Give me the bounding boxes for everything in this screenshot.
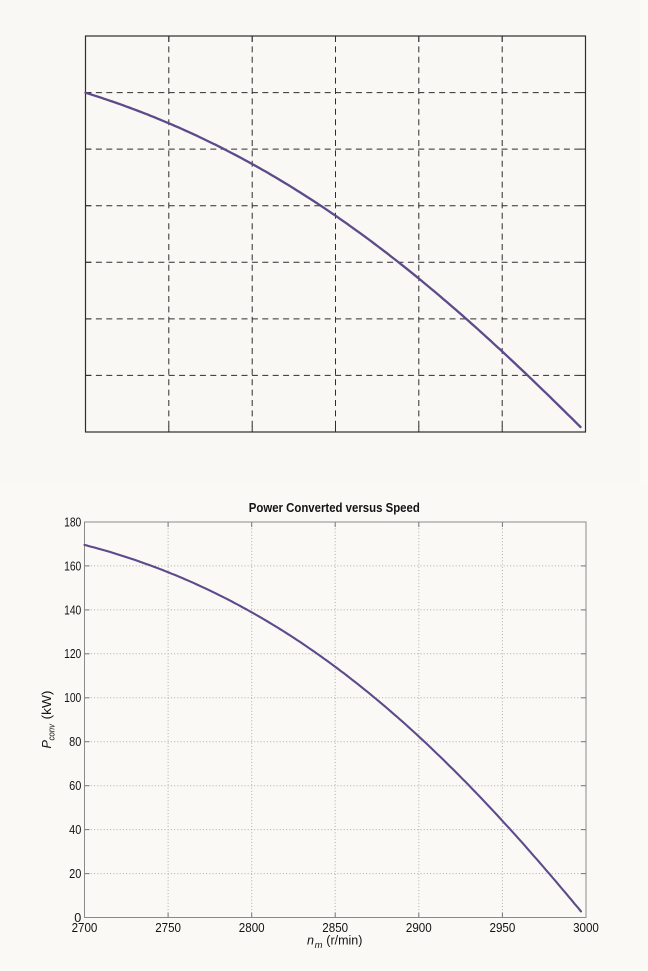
svg-text:180: 180 xyxy=(64,515,81,529)
svg-text:2850: 2850 xyxy=(322,921,348,935)
svg-text:(kW): (kW) xyxy=(40,691,54,720)
svg-text:P: P xyxy=(40,740,54,749)
svg-text:(r/min): (r/min) xyxy=(326,933,362,947)
svg-text:2750: 2750 xyxy=(155,921,181,935)
svg-text:2900: 2900 xyxy=(406,921,432,935)
svg-text:2700: 2700 xyxy=(72,921,98,935)
svg-text:m: m xyxy=(315,940,323,951)
svg-text:20: 20 xyxy=(69,867,81,881)
svg-text:120: 120 xyxy=(64,647,81,661)
svg-text:0: 0 xyxy=(74,911,81,925)
svg-text:n: n xyxy=(307,933,314,947)
svg-text:40: 40 xyxy=(69,823,81,837)
svg-text:160: 160 xyxy=(64,559,81,573)
svg-text:80: 80 xyxy=(69,735,81,749)
svg-text:100: 100 xyxy=(64,691,81,705)
svg-text:2950: 2950 xyxy=(490,921,516,935)
svg-text:Power Converted versus Speed: Power Converted versus Speed xyxy=(249,501,420,515)
svg-text:60: 60 xyxy=(69,779,81,793)
svg-text:conv: conv xyxy=(47,723,58,741)
svg-text:3000: 3000 xyxy=(573,921,599,935)
svg-text:140: 140 xyxy=(64,603,81,617)
svg-text:2800: 2800 xyxy=(239,921,265,935)
